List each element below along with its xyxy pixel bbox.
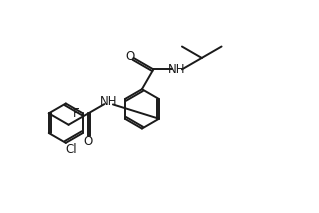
Text: F: F <box>72 107 79 120</box>
Text: NH: NH <box>168 63 186 76</box>
Text: NH: NH <box>100 95 117 108</box>
Text: O: O <box>84 135 93 148</box>
Text: O: O <box>125 50 134 63</box>
Text: Cl: Cl <box>66 143 77 156</box>
